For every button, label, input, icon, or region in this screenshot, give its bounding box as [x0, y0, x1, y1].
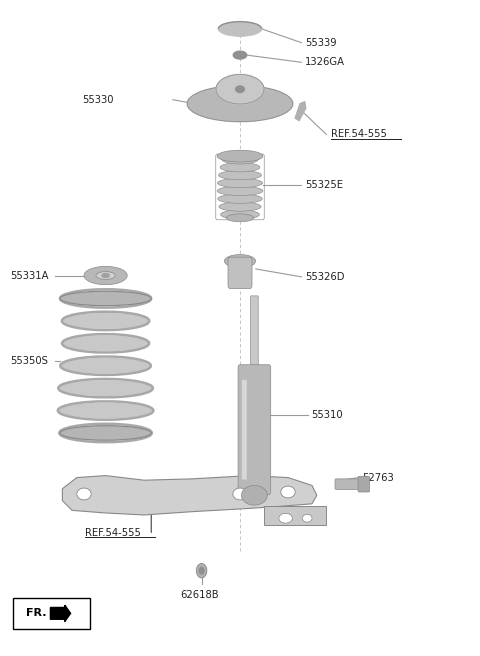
Text: 55339: 55339: [305, 37, 336, 48]
Ellipse shape: [218, 22, 262, 36]
Text: 55331A: 55331A: [11, 270, 49, 281]
Ellipse shape: [279, 513, 292, 523]
Text: REF.54-555: REF.54-555: [331, 129, 387, 140]
Ellipse shape: [217, 186, 263, 195]
Ellipse shape: [102, 274, 109, 277]
Text: 52763: 52763: [362, 472, 394, 483]
Ellipse shape: [58, 403, 154, 418]
Ellipse shape: [217, 150, 263, 162]
Ellipse shape: [221, 210, 259, 219]
Text: FR.: FR.: [26, 608, 47, 619]
Ellipse shape: [60, 291, 151, 306]
Ellipse shape: [216, 75, 264, 104]
Ellipse shape: [96, 272, 115, 279]
Ellipse shape: [219, 202, 261, 211]
Ellipse shape: [227, 214, 254, 222]
Ellipse shape: [60, 358, 151, 373]
FancyBboxPatch shape: [228, 257, 252, 289]
Ellipse shape: [233, 488, 247, 500]
FancyBboxPatch shape: [238, 365, 271, 495]
Text: 62618B: 62618B: [180, 590, 218, 600]
Ellipse shape: [62, 314, 149, 328]
Polygon shape: [62, 476, 317, 515]
FancyBboxPatch shape: [358, 476, 370, 492]
Ellipse shape: [225, 255, 255, 268]
Ellipse shape: [187, 86, 293, 122]
Ellipse shape: [220, 163, 260, 172]
Ellipse shape: [62, 336, 149, 350]
Ellipse shape: [199, 567, 204, 574]
Ellipse shape: [84, 266, 127, 285]
Text: REF.54-555: REF.54-555: [85, 527, 141, 538]
Ellipse shape: [60, 426, 152, 440]
Text: 55310: 55310: [311, 409, 343, 420]
Text: 1326GA: 1326GA: [305, 57, 345, 68]
Text: 55325E: 55325E: [305, 180, 343, 190]
Ellipse shape: [236, 86, 244, 92]
FancyBboxPatch shape: [242, 380, 247, 480]
Ellipse shape: [222, 155, 258, 164]
Ellipse shape: [60, 426, 151, 440]
Text: 55350S: 55350S: [11, 356, 48, 366]
Ellipse shape: [196, 564, 207, 578]
FancyArrow shape: [50, 605, 71, 622]
FancyBboxPatch shape: [251, 296, 258, 375]
Text: 55326D: 55326D: [305, 272, 344, 282]
FancyBboxPatch shape: [335, 479, 366, 489]
Ellipse shape: [58, 381, 153, 396]
Ellipse shape: [217, 178, 263, 188]
Ellipse shape: [218, 194, 262, 203]
Ellipse shape: [302, 514, 312, 522]
Ellipse shape: [241, 485, 267, 505]
Ellipse shape: [233, 51, 247, 59]
Text: 55330: 55330: [83, 94, 114, 105]
Polygon shape: [264, 506, 326, 525]
Ellipse shape: [281, 486, 295, 498]
FancyBboxPatch shape: [237, 28, 243, 36]
Ellipse shape: [60, 291, 151, 306]
Polygon shape: [295, 102, 306, 121]
Ellipse shape: [218, 171, 262, 180]
Ellipse shape: [77, 488, 91, 500]
